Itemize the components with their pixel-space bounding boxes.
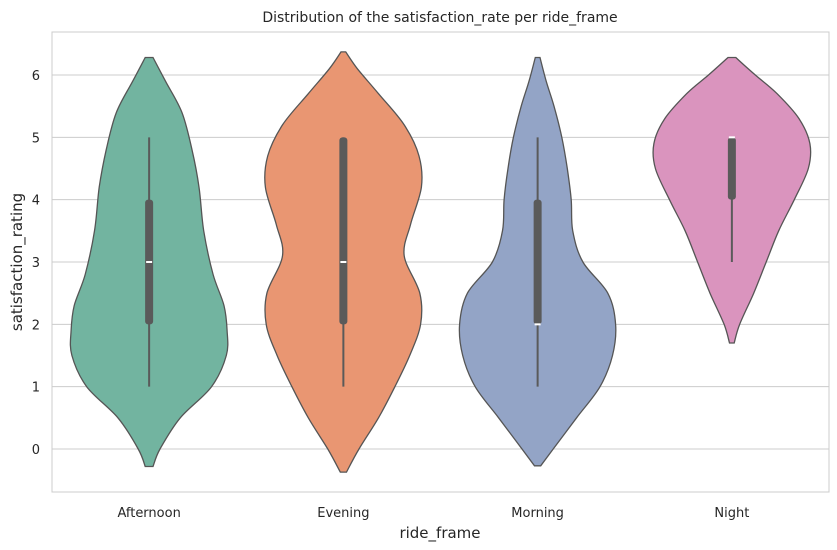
iqr-box-evening xyxy=(339,137,348,325)
y-tick-label-0: 0 xyxy=(32,443,40,458)
y-tick-label-1: 1 xyxy=(32,381,40,396)
iqr-box-morning xyxy=(533,199,542,325)
x-axis-title: ride_frame xyxy=(399,524,480,543)
x-tick-label-evening: Evening xyxy=(317,506,369,521)
y-tick-label-6: 6 xyxy=(32,69,40,84)
x-tick-label-morning: Morning xyxy=(511,506,564,521)
x-tick-label-night: Night xyxy=(714,506,749,521)
x-tick-label-afternoon: Afternoon xyxy=(117,506,180,521)
y-tick-label-4: 4 xyxy=(32,194,40,209)
y-tick-labels: 0 1 2 3 4 5 6 xyxy=(32,69,40,458)
y-tick-label-3: 3 xyxy=(32,256,40,271)
chart-title: Distribution of the satisfaction_rate pe… xyxy=(262,10,617,26)
x-tick-labels: Afternoon Evening Morning Night xyxy=(117,506,749,521)
y-axis-title: satisfaction_rating xyxy=(8,193,27,331)
y-tick-label-5: 5 xyxy=(32,131,40,146)
y-tick-label-2: 2 xyxy=(32,318,40,333)
plot-frame xyxy=(51,31,830,493)
iqr-box-night xyxy=(727,137,736,200)
violins xyxy=(69,51,812,473)
